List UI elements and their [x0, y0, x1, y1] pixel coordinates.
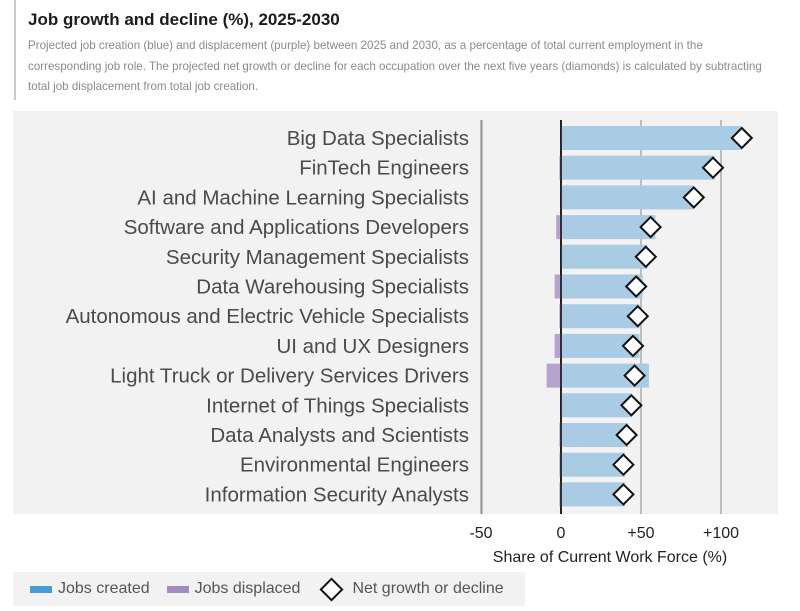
net-diamond [626, 304, 650, 328]
net-diamond [682, 185, 706, 209]
category-label: Security Management Specialists [166, 246, 469, 269]
net-diamond [701, 156, 725, 180]
category-label: Information Security Analysts [205, 483, 469, 506]
x-axis-title: Share of Current Work Force (%) [493, 549, 727, 566]
legend-item-created: Jobs created [30, 580, 150, 598]
net-diamond [619, 393, 643, 417]
x-tick-label: +100 [703, 525, 739, 542]
category-label: Autonomous and Electric Vehicle Speciali… [66, 305, 469, 328]
category-label: Data Analysts and Scientists [210, 424, 469, 447]
net-diamond [623, 364, 647, 388]
created-bar [561, 304, 640, 329]
x-tick-label: -50 [469, 525, 492, 542]
diamond-icon [319, 576, 344, 602]
created-bar [561, 244, 648, 269]
chart-title: Job growth and decline (%), 2025-2030 [28, 10, 340, 29]
created-bar [561, 393, 632, 418]
category-label: Software and Applications Developers [124, 216, 469, 239]
chart-subtitle: Projected job creation (blue) and displa… [28, 39, 762, 93]
net-diamond [634, 245, 658, 269]
category-label: FinTech Engineers [299, 157, 469, 180]
x-tick-label: 0 [557, 525, 566, 542]
legend: Jobs created Jobs displaced Net growth o… [13, 572, 525, 606]
x-tick-label: +50 [627, 525, 654, 542]
legend-displaced-label: Jobs displaced [194, 580, 301, 597]
category-label: Light Truck or Delivery Services Drivers [110, 365, 469, 388]
category-label: Big Data Specialists [287, 127, 469, 150]
net-diamond [730, 126, 754, 150]
net-diamond [621, 334, 645, 358]
net-diamond [611, 482, 635, 506]
category-label: Internet of Things Specialists [206, 394, 469, 417]
displaced-bar [546, 363, 561, 388]
net-diamond [611, 453, 635, 477]
created-bar [561, 155, 715, 180]
net-diamond [624, 275, 648, 298]
net-diamond [639, 215, 663, 239]
category-label: UI and UX Designers [276, 335, 469, 358]
displaced-bar [556, 215, 561, 240]
legend-created-label: Jobs created [58, 580, 150, 597]
category-label: AI and Machine Learning Specialists [137, 186, 469, 209]
created-bar [561, 185, 694, 210]
jobs-created-swatch [30, 585, 52, 593]
jobs-displaced-swatch [166, 585, 189, 593]
net-diamond [615, 423, 639, 447]
chart-header: Job growth and decline (%), 2025-2030 Pr… [14, 0, 784, 100]
legend-item-net: Net growth or decline [317, 576, 504, 602]
legend-net-label: Net growth or decline [352, 580, 504, 597]
displaced-bar [554, 274, 561, 299]
legend-item-displaced: Jobs displaced [166, 580, 301, 598]
displaced-bar [554, 333, 561, 358]
category-label: Data Warehousing Specialists [196, 276, 469, 299]
created-bar [561, 126, 742, 150]
category-label: Environmental Engineers [240, 454, 469, 477]
